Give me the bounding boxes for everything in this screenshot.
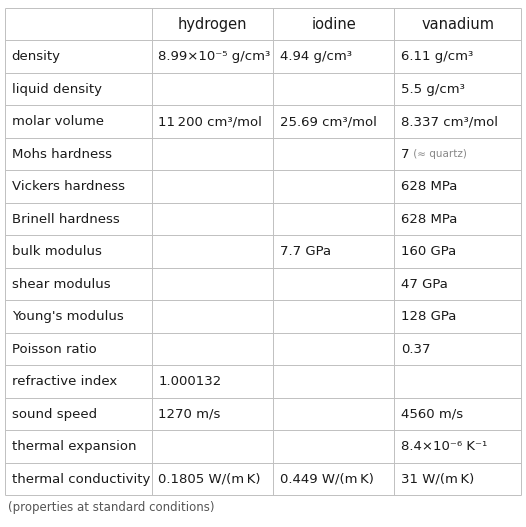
Text: thermal conductivity: thermal conductivity	[12, 473, 150, 486]
Text: Vickers hardness: Vickers hardness	[12, 180, 125, 193]
Text: 8.337 cm³/mol: 8.337 cm³/mol	[401, 115, 498, 128]
Text: 47 GPa: 47 GPa	[401, 278, 448, 291]
Text: Mohs hardness: Mohs hardness	[12, 148, 112, 161]
Text: 8.4×10⁻⁶ K⁻¹: 8.4×10⁻⁶ K⁻¹	[401, 440, 487, 453]
Text: 6.11 g/cm³: 6.11 g/cm³	[401, 50, 473, 63]
Text: 11 200 cm³/mol: 11 200 cm³/mol	[158, 115, 262, 128]
Text: 7: 7	[401, 148, 409, 161]
Text: 0.1805 W/(m K): 0.1805 W/(m K)	[158, 473, 261, 486]
Text: Young's modulus: Young's modulus	[12, 310, 123, 323]
Text: sound speed: sound speed	[12, 407, 97, 421]
Text: 1.000132: 1.000132	[158, 375, 222, 388]
Text: density: density	[12, 50, 60, 63]
Text: (properties at standard conditions): (properties at standard conditions)	[8, 501, 215, 514]
Text: bulk modulus: bulk modulus	[12, 245, 102, 258]
Text: molar volume: molar volume	[12, 115, 104, 128]
Text: 25.69 cm³/mol: 25.69 cm³/mol	[280, 115, 377, 128]
Text: 628 MPa: 628 MPa	[401, 180, 457, 193]
Text: refractive index: refractive index	[12, 375, 117, 388]
Text: 31 W/(m K): 31 W/(m K)	[401, 473, 474, 486]
Text: hydrogen: hydrogen	[178, 17, 248, 32]
Text: 0.449 W/(m K): 0.449 W/(m K)	[280, 473, 373, 486]
Text: vanadium: vanadium	[421, 17, 494, 32]
Text: 160 GPa: 160 GPa	[401, 245, 456, 258]
Text: 4560 m/s: 4560 m/s	[401, 407, 463, 421]
Text: Poisson ratio: Poisson ratio	[12, 343, 96, 356]
Text: 8.99×10⁻⁵ g/cm³: 8.99×10⁻⁵ g/cm³	[158, 50, 271, 63]
Text: iodine: iodine	[311, 17, 356, 32]
Text: 4.94 g/cm³: 4.94 g/cm³	[280, 50, 351, 63]
Text: 628 MPa: 628 MPa	[401, 212, 457, 226]
Text: 1270 m/s: 1270 m/s	[158, 407, 221, 421]
Text: liquid density: liquid density	[12, 83, 102, 96]
Text: 128 GPa: 128 GPa	[401, 310, 456, 323]
Text: 5.5 g/cm³: 5.5 g/cm³	[401, 83, 464, 96]
Text: 7.7 GPa: 7.7 GPa	[280, 245, 331, 258]
Text: shear modulus: shear modulus	[12, 278, 110, 291]
Text: (≈ quartz): (≈ quartz)	[410, 149, 467, 159]
Text: Brinell hardness: Brinell hardness	[12, 212, 119, 226]
Text: thermal expansion: thermal expansion	[12, 440, 136, 453]
Text: 0.37: 0.37	[401, 343, 430, 356]
